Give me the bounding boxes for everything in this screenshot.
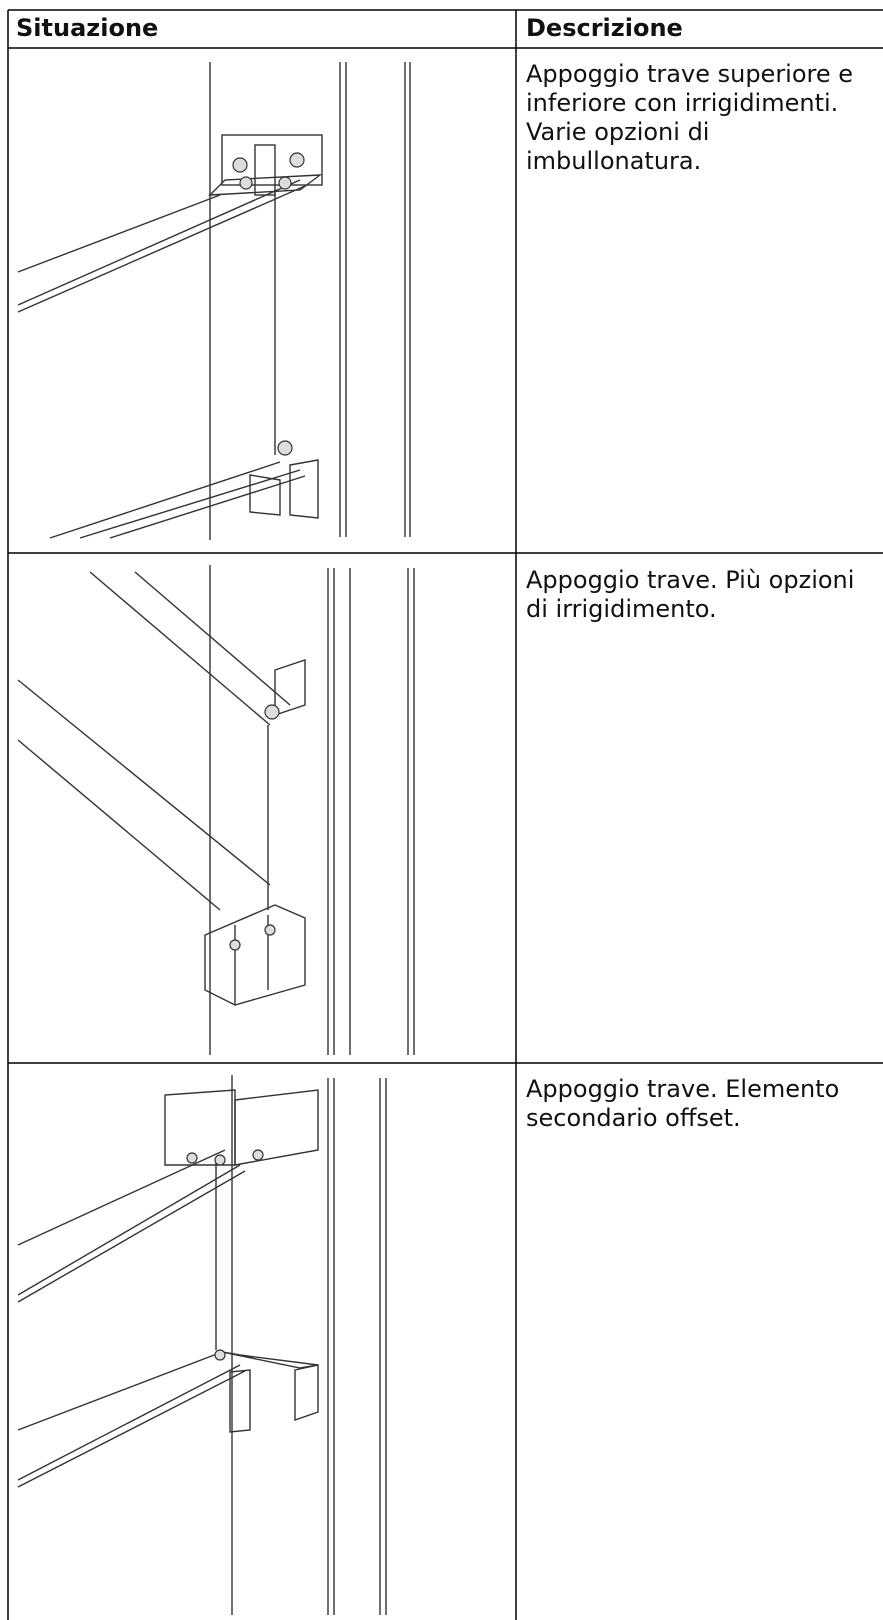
header-cell: Descrizione bbox=[526, 14, 683, 42]
description-cell: Appoggio trave superiore e inferiore con… bbox=[526, 60, 854, 175]
description-cell: Appoggio trave. Elemento secondario offs… bbox=[526, 1075, 840, 1132]
drawing-2 bbox=[17, 565, 415, 1055]
drawing-1 bbox=[17, 62, 411, 540]
drawing-3 bbox=[17, 1075, 387, 1615]
description-cell: Appoggio trave. Più opzioni di irrigidim… bbox=[526, 566, 855, 623]
header-cell: Situazione bbox=[16, 14, 159, 42]
